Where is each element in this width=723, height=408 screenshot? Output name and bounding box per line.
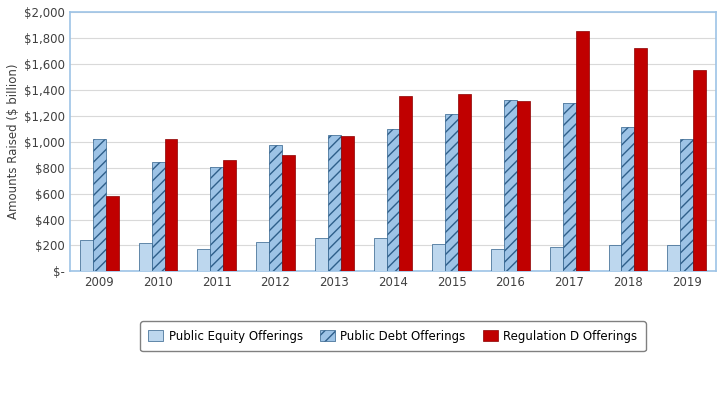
Bar <box>269 145 282 271</box>
Bar <box>432 244 445 271</box>
Bar <box>197 249 210 271</box>
Bar <box>139 243 152 271</box>
Bar <box>315 238 328 271</box>
Bar <box>374 238 387 271</box>
Bar <box>400 96 412 271</box>
Bar <box>609 245 622 271</box>
Bar <box>491 249 504 271</box>
Bar <box>634 48 647 271</box>
Bar <box>106 195 119 271</box>
Bar <box>562 103 576 271</box>
Bar <box>80 240 93 271</box>
Bar <box>622 127 634 271</box>
Bar <box>165 139 177 271</box>
Bar <box>223 160 236 271</box>
Bar <box>445 114 458 271</box>
Bar <box>256 242 269 271</box>
Bar <box>328 135 341 271</box>
Bar <box>680 139 693 271</box>
Bar <box>549 247 562 271</box>
Bar <box>693 70 706 271</box>
Bar <box>458 94 471 271</box>
Bar <box>282 155 295 271</box>
Bar <box>341 137 354 271</box>
Bar <box>152 162 165 271</box>
Bar <box>387 129 400 271</box>
Bar <box>667 246 680 271</box>
Bar <box>517 101 530 271</box>
Bar <box>93 139 106 271</box>
Bar <box>576 31 589 271</box>
Legend: Public Equity Offerings, Public Debt Offerings, Regulation D Offerings: Public Equity Offerings, Public Debt Off… <box>140 322 646 351</box>
Bar <box>504 100 517 271</box>
Y-axis label: Amounts Raised ($ billion): Amounts Raised ($ billion) <box>7 64 20 220</box>
Bar <box>210 167 223 271</box>
